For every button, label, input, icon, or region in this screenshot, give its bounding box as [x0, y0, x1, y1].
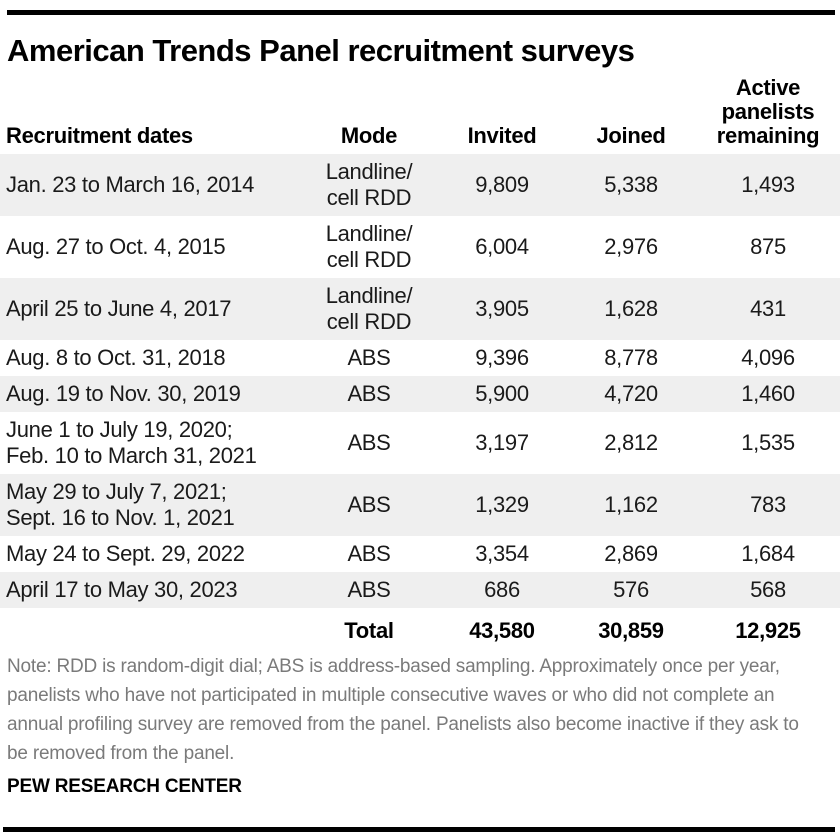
header-row: Recruitment dates Mode Invited Joined Ac… [0, 72, 840, 154]
cell-dates: Aug. 27 to Oct. 4, 2015 [6, 234, 226, 259]
cell-invited: 9,396 [475, 345, 529, 370]
bottom-rule [3, 827, 835, 832]
cell-invited: 3,905 [475, 296, 529, 321]
total-row: Total 43,580 30,859 12,925 [0, 608, 840, 653]
cell-invited: 9,809 [475, 172, 529, 197]
table-row-2020-21: June 1 to July 19, 2020; Feb. 10 to Marc… [0, 412, 840, 474]
cell-mode: ABS [347, 345, 391, 370]
cell-invited: 686 [484, 577, 520, 602]
cell-empty [0, 608, 300, 653]
cell-mode: Landline/ cell RDD [325, 283, 413, 334]
table-row-2023: April 17 to May 30, 2023 ABS 686 576 568 [0, 572, 840, 608]
recruitment-table: Recruitment dates Mode Invited Joined Ac… [0, 72, 840, 653]
cell-joined: 4,720 [604, 381, 658, 406]
note-text: Note: RDD is random-digit dial; ABS is a… [7, 656, 799, 764]
cell-invited: 1,329 [475, 492, 529, 517]
cell-joined: 8,778 [604, 345, 658, 370]
cell-dates: May 24 to Sept. 29, 2022 [6, 541, 245, 566]
cell-dates: April 25 to June 4, 2017 [6, 296, 232, 321]
cell-active: 431 [750, 296, 786, 321]
cell-dates: Jan. 23 to March 16, 2014 [6, 172, 255, 197]
page-title: American Trends Panel recruitment survey… [7, 33, 635, 68]
col-header-active-panelists: Active panelists remaining [716, 75, 820, 148]
cell-mode: ABS [347, 541, 391, 566]
cell-joined: 2,976 [604, 234, 658, 259]
cell-dates: Aug. 19 to Nov. 30, 2019 [6, 381, 241, 406]
cell-joined: 2,869 [604, 541, 658, 566]
cell-joined: 1,628 [604, 296, 658, 321]
total-label: Total [344, 618, 394, 643]
cell-mode: ABS [347, 430, 391, 455]
source-label: PEW RESEARCH CENTER [7, 776, 242, 797]
cell-invited: 6,004 [475, 234, 529, 259]
cell-active: 1,535 [741, 430, 795, 455]
total-invited: 43,580 [469, 618, 535, 643]
cell-dates: April 17 to May 30, 2023 [6, 577, 238, 602]
cell-mode: ABS [347, 492, 391, 517]
cell-joined: 5,338 [604, 172, 658, 197]
total-active: 12,925 [735, 618, 801, 643]
table-row-2017: April 25 to June 4, 2017 Landline/ cell … [0, 278, 840, 340]
cell-active: 783 [750, 492, 786, 517]
table-row-2019: Aug. 19 to Nov. 30, 2019 ABS 5,900 4,720… [0, 376, 840, 412]
cell-mode: ABS [347, 381, 391, 406]
cell-dates: June 1 to July 19, 2020; Feb. 10 to Marc… [6, 417, 257, 468]
table-row-2018: Aug. 8 to Oct. 31, 2018 ABS 9,396 8,778 … [0, 340, 840, 376]
table-row-2022: May 24 to Sept. 29, 2022 ABS 3,354 2,869… [0, 536, 840, 572]
cell-dates: Aug. 8 to Oct. 31, 2018 [6, 345, 226, 370]
cell-mode: Landline/ cell RDD [325, 221, 413, 272]
cell-active: 875 [750, 234, 786, 259]
col-header-mode: Mode [340, 123, 398, 148]
cell-joined: 576 [613, 577, 649, 602]
cell-invited: 5,900 [475, 381, 529, 406]
cell-joined: 2,812 [604, 430, 658, 455]
total-joined: 30,859 [598, 618, 664, 643]
cell-active: 1,460 [741, 381, 795, 406]
cell-invited: 3,197 [475, 430, 529, 455]
cell-active: 1,684 [741, 541, 795, 566]
col-header-joined: Joined [596, 123, 666, 148]
col-header-recruitment-dates: Recruitment dates [6, 123, 193, 148]
table-row-2021: May 29 to July 7, 2021; Sept. 16 to Nov.… [0, 474, 840, 536]
cell-joined: 1,162 [604, 492, 658, 517]
col-header-invited: Invited [467, 123, 537, 148]
cell-active: 1,493 [741, 172, 795, 197]
cell-active: 568 [750, 577, 786, 602]
cell-mode: ABS [347, 577, 391, 602]
cell-mode: Landline/ cell RDD [325, 159, 413, 210]
table-row-2015: Aug. 27 to Oct. 4, 2015 Landline/ cell R… [0, 216, 840, 278]
cell-invited: 3,354 [475, 541, 529, 566]
top-rule [7, 10, 835, 15]
cell-dates: May 29 to July 7, 2021; Sept. 16 to Nov.… [6, 479, 235, 530]
table-row-2014: Jan. 23 to March 16, 2014 Landline/ cell… [0, 154, 840, 216]
cell-active: 4,096 [741, 345, 795, 370]
